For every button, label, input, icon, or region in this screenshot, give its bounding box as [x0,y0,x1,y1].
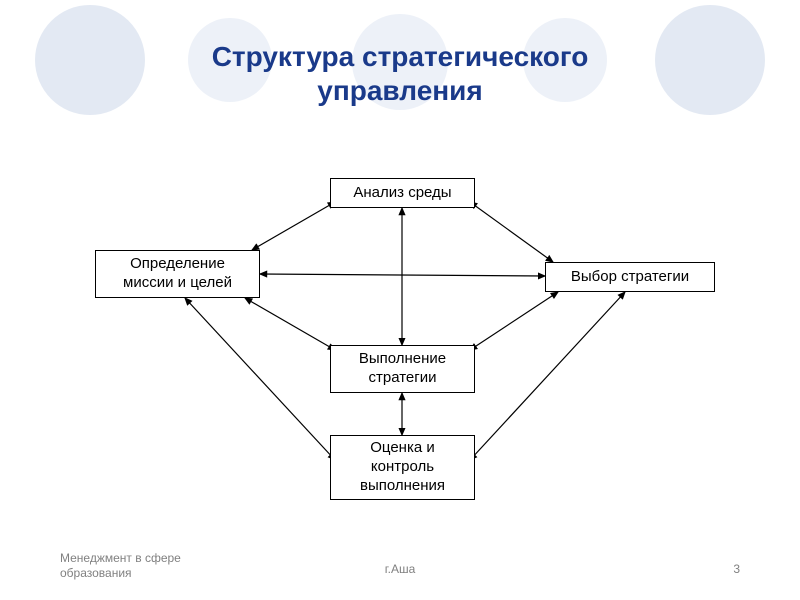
edge-n1-n3 [470,202,553,262]
flowchart-node-n4: Выполнениестратегии [330,345,475,393]
edge-n3-n5 [470,292,625,460]
edge-n1-n2 [252,202,335,250]
flowchart-node-n5: Оценка иконтрольвыполнения [330,435,475,500]
edge-n3-n4 [470,292,558,350]
edge-n2-n4 [245,298,335,350]
flowchart-node-n2: Определениемиссии и целей [95,250,260,298]
footer-page-number: 3 [733,562,740,576]
edge-n2-n3 [260,274,545,276]
footer-center: г.Аша [0,562,800,576]
flowchart-node-n3: Выбор стратегии [545,262,715,292]
flowchart-diagram: Анализ среды Определениемиссии и целей Выб… [0,170,800,540]
page-title: Структура стратегическогоуправления [0,40,800,107]
flowchart-node-n1: Анализ среды [330,178,475,208]
edge-n2-n5 [185,298,335,460]
